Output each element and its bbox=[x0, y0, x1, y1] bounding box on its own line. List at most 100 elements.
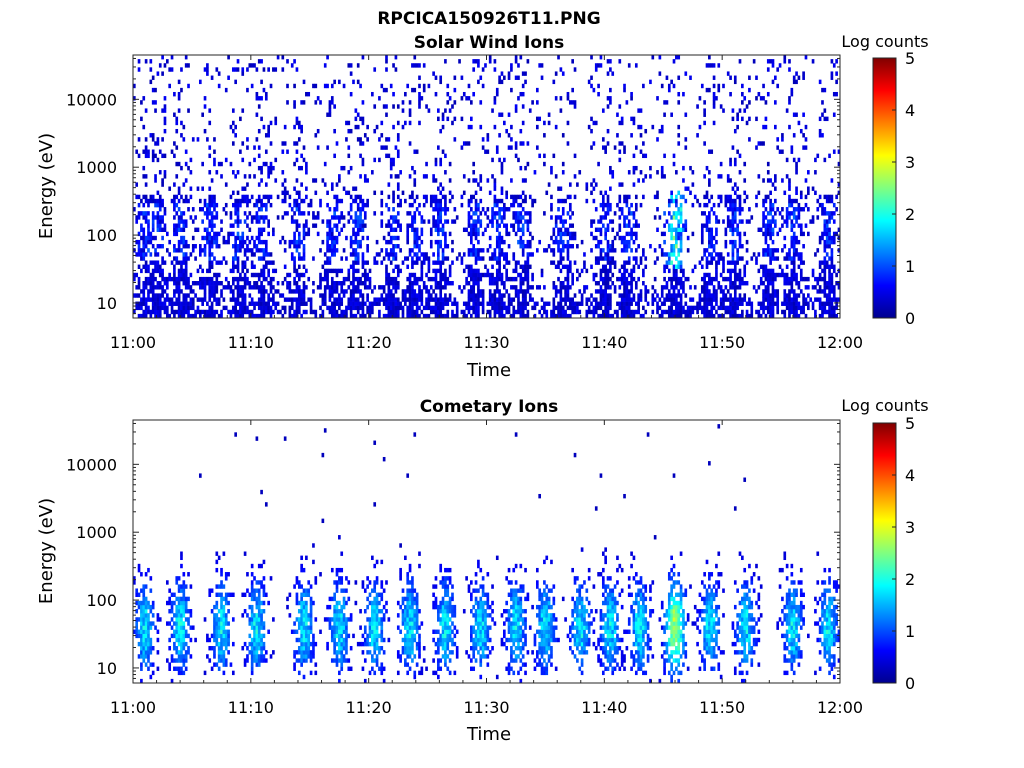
heatmap-cell bbox=[335, 272, 339, 278]
heatmap-cell bbox=[307, 231, 311, 237]
heatmap-cell bbox=[708, 182, 711, 187]
heatmap-cell bbox=[729, 198, 732, 204]
heatmap-cell bbox=[458, 252, 461, 257]
heatmap-cell bbox=[564, 227, 567, 232]
heatmap-cell bbox=[175, 248, 179, 253]
heatmap-cell bbox=[533, 313, 537, 319]
heatmap-cell bbox=[373, 285, 377, 290]
heatmap-cell bbox=[210, 276, 214, 282]
heatmap-cell bbox=[264, 264, 268, 269]
heatmap-cell bbox=[272, 67, 275, 72]
heatmap-cell bbox=[147, 239, 150, 245]
heatmap-cell bbox=[163, 96, 167, 101]
heatmap-cell bbox=[142, 124, 146, 130]
heatmap-cell bbox=[300, 165, 303, 171]
heatmap-cell bbox=[769, 248, 772, 253]
heatmap-cell bbox=[592, 235, 596, 241]
heatmap-cell bbox=[300, 256, 303, 261]
heatmap-cell bbox=[799, 190, 803, 196]
heatmap-cell bbox=[415, 301, 419, 306]
heatmap-cell bbox=[722, 264, 725, 269]
heatmap-cell bbox=[418, 276, 421, 282]
heatmap-cell bbox=[255, 198, 259, 204]
heatmap-cell bbox=[142, 149, 146, 154]
heatmap-cell bbox=[158, 198, 162, 204]
heatmap-cell bbox=[514, 231, 518, 237]
heatmap-cell bbox=[439, 128, 443, 134]
heatmap-cell bbox=[830, 211, 834, 216]
heatmap-cell bbox=[387, 239, 391, 245]
heatmap-cell bbox=[776, 256, 780, 261]
heatmap-cell bbox=[481, 231, 485, 237]
heatmap-cell bbox=[472, 244, 476, 249]
heatmap-cell bbox=[385, 301, 388, 306]
heatmap-cell bbox=[675, 293, 678, 298]
heatmap-cell bbox=[406, 276, 410, 282]
heatmap-cell bbox=[729, 223, 732, 228]
heatmap-cell bbox=[755, 194, 758, 200]
heatmap-cell bbox=[656, 207, 659, 212]
heatmap-cell bbox=[427, 301, 431, 306]
heatmap-cell bbox=[215, 239, 219, 245]
heatmap-cell bbox=[493, 96, 497, 101]
heatmap-cell bbox=[460, 116, 464, 122]
heatmap-cell bbox=[356, 231, 360, 237]
heatmap-cell bbox=[201, 309, 204, 315]
heatmap-cell bbox=[418, 104, 421, 109]
heatmap-cell bbox=[144, 59, 148, 64]
heatmap-cell bbox=[288, 305, 292, 311]
heatmap-cell bbox=[566, 313, 570, 319]
heatmap-cell bbox=[545, 190, 549, 196]
heatmap-cell bbox=[632, 293, 636, 298]
heatmap-cell bbox=[295, 305, 299, 311]
heatmap-cell bbox=[677, 207, 681, 212]
heatmap-cell bbox=[437, 297, 440, 302]
heatmap-cell bbox=[437, 239, 440, 245]
heatmap-cell bbox=[500, 186, 504, 191]
heatmap-cell bbox=[144, 313, 148, 319]
heatmap-cell bbox=[512, 198, 516, 204]
heatmap-cell bbox=[733, 182, 737, 187]
heatmap-cell bbox=[823, 157, 827, 163]
heatmap-cell bbox=[408, 281, 412, 286]
heatmap-cell bbox=[656, 96, 659, 101]
heatmap-cell bbox=[158, 194, 162, 200]
heatmap-cell bbox=[330, 100, 334, 105]
heatmap-cell bbox=[484, 272, 487, 278]
heatmap-cell bbox=[208, 108, 212, 113]
heatmap-cell bbox=[385, 248, 388, 253]
heatmap-cell bbox=[387, 289, 391, 294]
heatmap-cell bbox=[531, 198, 534, 204]
heatmap-cell bbox=[168, 252, 172, 257]
heatmap-cell bbox=[439, 281, 443, 286]
heatmap-cell bbox=[333, 309, 336, 315]
heatmap-cell bbox=[830, 59, 834, 64]
heatmap-cell bbox=[210, 244, 214, 249]
heatmap-cell bbox=[213, 198, 216, 204]
heatmap-cell bbox=[495, 239, 499, 245]
heatmap-cell bbox=[717, 83, 721, 89]
heatmap-cell bbox=[356, 137, 360, 142]
heatmap-cell bbox=[453, 137, 457, 142]
heatmap-cell bbox=[700, 231, 704, 237]
heatmap-cell bbox=[302, 309, 306, 315]
heatmap-cell bbox=[175, 281, 179, 286]
heatmap-cell bbox=[274, 157, 278, 163]
heatmap-cell bbox=[140, 301, 143, 306]
heatmap-cell bbox=[316, 285, 320, 290]
heatmap-cell bbox=[460, 202, 464, 208]
heatmap-cell bbox=[712, 100, 716, 105]
heatmap-cell bbox=[759, 301, 763, 306]
heatmap-cell bbox=[755, 116, 758, 122]
heatmap-cell bbox=[213, 256, 216, 261]
heatmap-cell bbox=[712, 120, 716, 126]
heatmap-cell bbox=[731, 186, 735, 191]
heatmap-cell bbox=[486, 309, 490, 315]
heatmap-cell bbox=[543, 161, 546, 167]
heatmap-cell bbox=[630, 116, 633, 122]
heatmap-cell bbox=[757, 190, 761, 196]
heatmap-cell bbox=[165, 313, 169, 319]
heatmap-cell bbox=[385, 202, 388, 208]
heatmap-cell bbox=[568, 231, 572, 237]
heatmap-cell bbox=[474, 272, 478, 278]
